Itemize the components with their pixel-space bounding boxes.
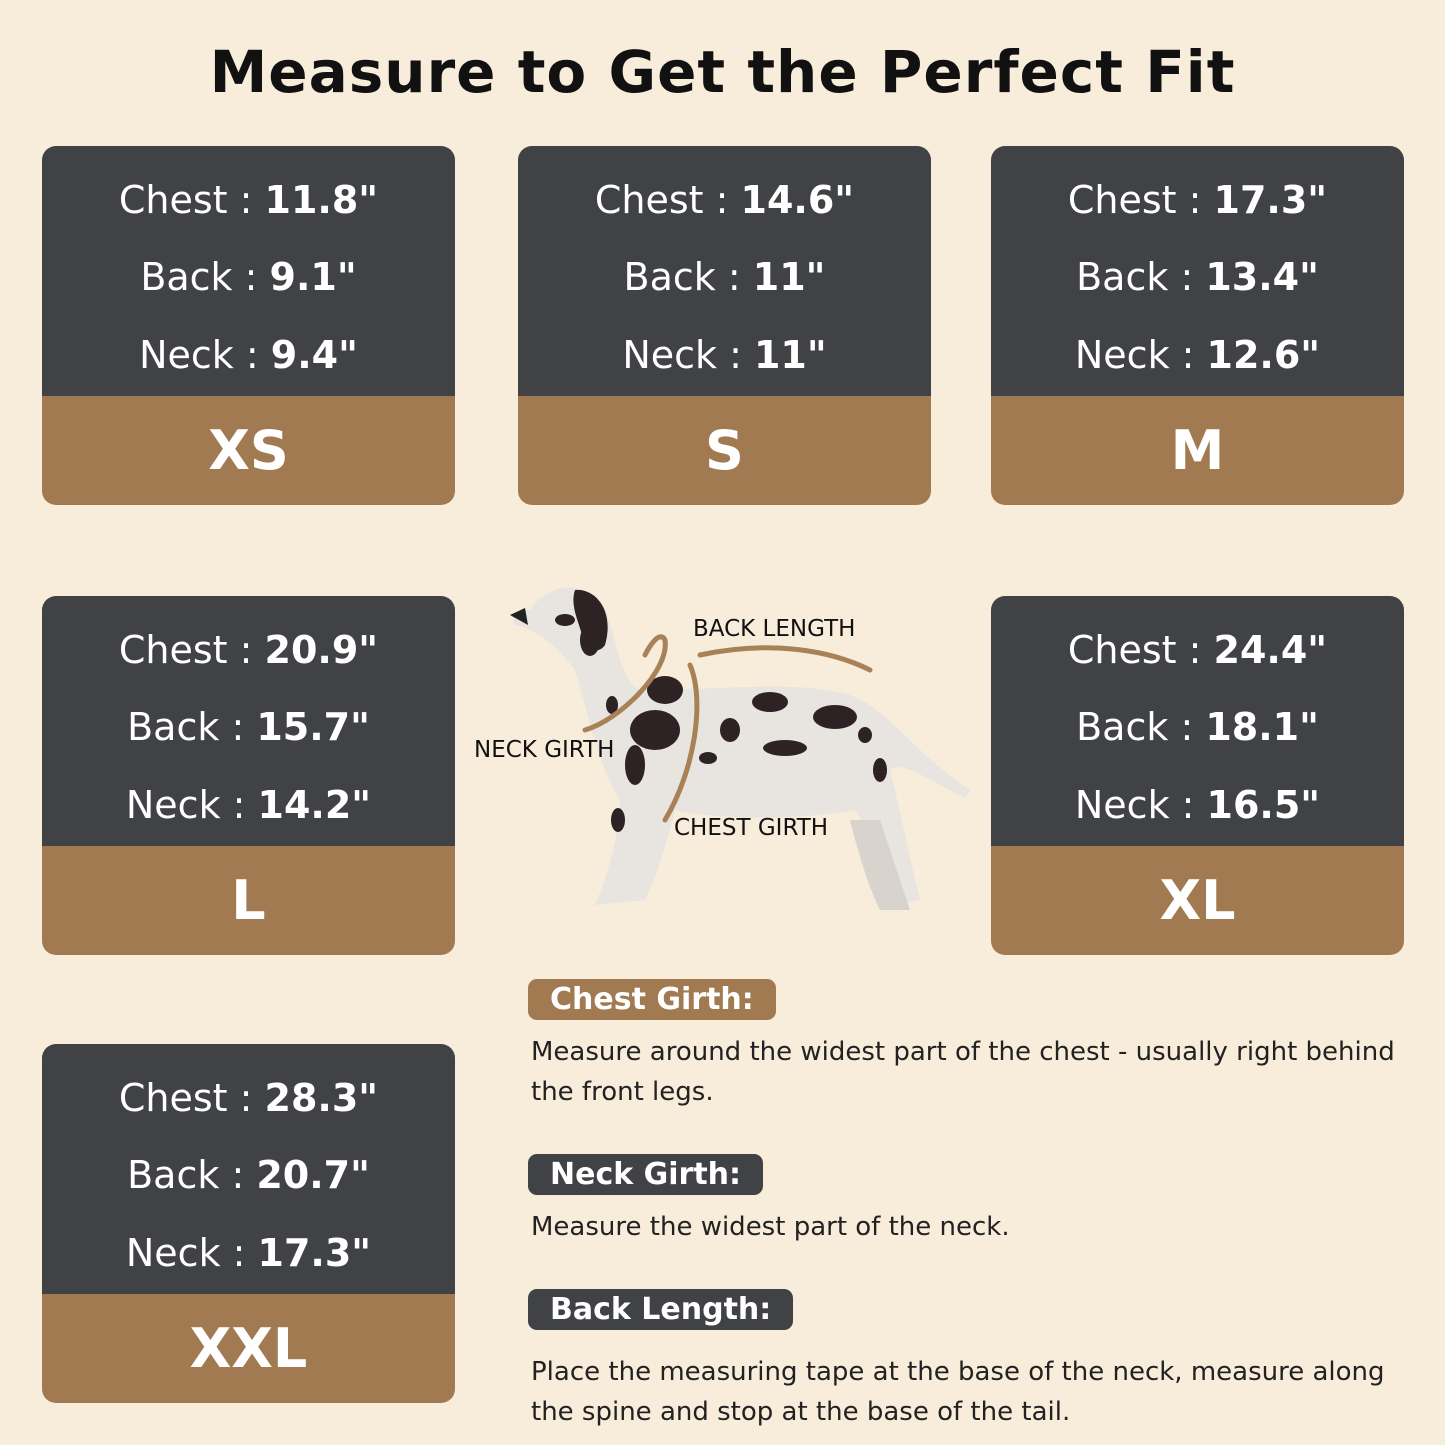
- page-title: Measure to Get the Perfect Fit: [209, 38, 1236, 106]
- neck-measurement: Neck : 17.3": [125, 1231, 372, 1275]
- chest-value: 24.4": [1213, 628, 1328, 672]
- neck-value: 9.4": [270, 333, 358, 377]
- back-value: 18.1": [1205, 705, 1319, 749]
- back-measurement: Back : 20.7": [127, 1153, 370, 1197]
- neck-girth-label: NECK GIRTH: [474, 737, 615, 763]
- size-label: M: [991, 396, 1404, 505]
- neck-value: 11": [753, 333, 827, 377]
- size-card-l: Chest : 20.9" Back : 15.7" Neck : 14.2" L: [42, 596, 455, 955]
- neck-label: Neck: [1074, 333, 1170, 377]
- neck-measurement: Neck : 16.5": [1074, 783, 1321, 827]
- chest-measurement: Chest : 28.3": [118, 1076, 379, 1120]
- measurements-panel: Chest : 24.4" Back : 18.1" Neck : 16.5": [991, 596, 1404, 846]
- neck-value: 14.2": [257, 783, 372, 827]
- back-measurement: Back : 13.4": [1076, 255, 1319, 299]
- chest-label: Chest: [118, 178, 228, 222]
- neck-girth-description: Measure the widest part of the neck.: [531, 1212, 1010, 1242]
- back-label: Back: [127, 705, 220, 749]
- size-card-s: Chest : 14.6" Back : 11" Neck : 11" S: [518, 146, 931, 505]
- back-label: Back: [623, 255, 716, 299]
- back-value: 15.7": [256, 705, 370, 749]
- chest-measurement: Chest : 17.3": [1067, 178, 1328, 222]
- back-measurement: Back : 9.1": [140, 255, 357, 299]
- dalmatian-illustration: BACK LENGTH NECK GIRTH CHEST GIRTH: [470, 570, 990, 934]
- chest-value: 28.3": [264, 1076, 379, 1120]
- measurements-panel: Chest : 17.3" Back : 13.4" Neck : 12.6": [991, 146, 1404, 396]
- neck-value: 16.5": [1206, 783, 1321, 827]
- chest-label: Chest: [118, 628, 228, 672]
- size-card-xxl: Chest : 28.3" Back : 20.7" Neck : 17.3" XXL: [42, 1044, 455, 1403]
- back-measurement: Back : 18.1": [1076, 705, 1319, 749]
- size-label: XS: [42, 396, 455, 505]
- neck-value: 12.6": [1206, 333, 1321, 377]
- size-label: L: [42, 846, 455, 955]
- neck-measurement: Neck : 12.6": [1074, 333, 1321, 377]
- size-label: XL: [991, 846, 1404, 955]
- chest-girth-description: Measure around the widest part of the ch…: [531, 1037, 1395, 1107]
- chest-measurement: Chest : 20.9": [118, 628, 379, 672]
- neck-label: Neck: [139, 333, 234, 377]
- neck-measurement: Neck : 11": [622, 333, 827, 377]
- size-card-xs: Chest : 11.8" Back : 9.1" Neck : 9.4" XS: [42, 146, 455, 505]
- back-measurement: Back : 15.7": [127, 705, 370, 749]
- neck-label: Neck: [125, 783, 221, 827]
- back-label: Back: [1076, 255, 1169, 299]
- back-label: Back: [140, 255, 233, 299]
- back-length-description: Place the measuring tape at the base of …: [531, 1357, 1385, 1427]
- chest-label: Chest: [594, 178, 704, 222]
- chest-measurement: Chest : 11.8": [118, 178, 379, 222]
- chest-value: 14.6": [740, 178, 855, 222]
- neck-label: Neck: [125, 1231, 221, 1275]
- neck-label: Neck: [622, 333, 718, 377]
- chest-value: 20.9": [264, 628, 379, 672]
- chest-value: 11.8": [264, 178, 379, 222]
- chest-measurement: Chest : 24.4": [1067, 628, 1328, 672]
- size-label: XXL: [42, 1294, 455, 1403]
- measurements-panel: Chest : 20.9" Back : 15.7" Neck : 14.2": [42, 596, 455, 846]
- back-label: Back: [1076, 705, 1169, 749]
- neck-value: 17.3": [257, 1231, 372, 1275]
- back-length-label: BACK LENGTH: [693, 616, 856, 642]
- neck-measurement: Neck : 14.2": [125, 783, 372, 827]
- chest-girth-heading: Chest Girth:: [528, 979, 776, 1020]
- neck-girth-heading: Neck Girth:: [528, 1154, 764, 1195]
- measurements-panel: Chest : 14.6" Back : 11" Neck : 11": [518, 146, 931, 396]
- neck-label: Neck: [1074, 783, 1170, 827]
- chest-measurement: Chest : 14.6": [594, 178, 855, 222]
- chest-label: Chest: [1067, 628, 1177, 672]
- measurements-panel: Chest : 28.3" Back : 20.7" Neck : 17.3": [42, 1044, 455, 1294]
- back-value: 13.4": [1205, 255, 1319, 299]
- size-card-m: Chest : 17.3" Back : 13.4" Neck : 12.6" M: [991, 146, 1404, 505]
- size-card-xl: Chest : 24.4" Back : 18.1" Neck : 16.5" XL: [991, 596, 1404, 955]
- back-value: 9.1": [269, 255, 357, 299]
- back-label: Back: [127, 1153, 220, 1197]
- chest-value: 17.3": [1213, 178, 1328, 222]
- chest-label: Chest: [1067, 178, 1177, 222]
- chest-girth-label: CHEST GIRTH: [674, 815, 829, 841]
- size-label: S: [518, 396, 931, 505]
- back-value: 11": [752, 255, 826, 299]
- chest-label: Chest: [118, 1076, 228, 1120]
- measurements-panel: Chest : 11.8" Back : 9.1" Neck : 9.4": [42, 146, 455, 396]
- back-measurement: Back : 11": [623, 255, 826, 299]
- neck-measurement: Neck : 9.4": [139, 333, 358, 377]
- back-length-heading: Back Length:: [528, 1289, 794, 1330]
- back-value: 20.7": [256, 1153, 370, 1197]
